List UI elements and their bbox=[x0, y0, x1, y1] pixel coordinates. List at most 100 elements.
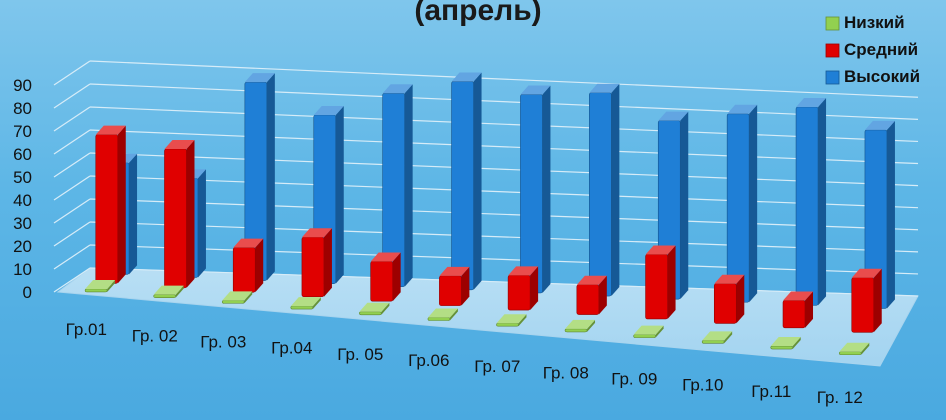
bar-side bbox=[749, 104, 758, 303]
bar-Высокий-9 bbox=[726, 104, 758, 303]
bar-side bbox=[886, 120, 895, 309]
bar-top bbox=[359, 302, 390, 312]
gridline-side bbox=[53, 60, 91, 86]
x-tick-label: Гр.10 bbox=[682, 376, 723, 395]
bar-side bbox=[736, 274, 745, 324]
x-tick-label: Гр. 02 bbox=[132, 326, 178, 345]
bar-side bbox=[587, 319, 596, 332]
y-tick-label: 70 bbox=[13, 122, 32, 141]
bar-Средний-0 bbox=[95, 125, 126, 284]
bar-Средний-4 bbox=[370, 252, 401, 302]
bar-side bbox=[598, 275, 607, 315]
bar-front bbox=[576, 284, 600, 315]
gridline bbox=[89, 83, 919, 120]
bar-Низкий-4 bbox=[359, 302, 390, 316]
bar-top bbox=[520, 85, 551, 95]
gridline bbox=[89, 129, 919, 165]
gridline bbox=[89, 152, 919, 187]
x-tick-label: Гр. 07 bbox=[474, 357, 520, 376]
bar-top bbox=[496, 314, 527, 324]
bar-top bbox=[164, 139, 195, 149]
x-tick-label: Гр.06 bbox=[408, 351, 449, 370]
y-tick-label: 20 bbox=[13, 237, 32, 256]
bar-Средний-9 bbox=[713, 274, 745, 324]
bar-side bbox=[312, 297, 321, 310]
bar-front bbox=[795, 106, 819, 306]
y-tick-label: 0 bbox=[23, 283, 32, 302]
legend-swatch bbox=[825, 16, 840, 31]
y-tick-label: 60 bbox=[13, 145, 32, 164]
bar-top bbox=[702, 331, 733, 341]
bar-Низкий-2 bbox=[221, 291, 253, 304]
bar-side bbox=[255, 238, 264, 293]
bar-top bbox=[301, 228, 332, 238]
bar-front bbox=[507, 275, 531, 311]
bar-front bbox=[645, 254, 668, 320]
bar-side bbox=[117, 125, 126, 284]
bar-front bbox=[770, 345, 794, 350]
gridline-side bbox=[53, 152, 91, 178]
bar-top bbox=[382, 84, 413, 94]
bar-side bbox=[667, 245, 676, 319]
bar-front bbox=[427, 317, 451, 321]
bar-top bbox=[565, 319, 596, 329]
gridline bbox=[89, 244, 919, 275]
legend-label: Высокий bbox=[844, 67, 920, 86]
gridline-side bbox=[53, 175, 91, 201]
legend-swatch bbox=[825, 43, 840, 58]
bar-Средний-2 bbox=[232, 238, 264, 293]
y-tick-label: 30 bbox=[13, 214, 32, 233]
bar-side bbox=[818, 97, 827, 306]
bar-front bbox=[701, 340, 725, 344]
bar-top bbox=[839, 342, 870, 352]
bar-front bbox=[232, 247, 256, 293]
y-tick-label: 40 bbox=[13, 191, 32, 210]
bar-top bbox=[714, 274, 745, 284]
bar-top bbox=[153, 285, 184, 295]
x-tick-label: Гр. 05 bbox=[337, 345, 383, 364]
bar-Средний-3 bbox=[301, 228, 332, 298]
bar-front bbox=[589, 92, 612, 297]
bar-side bbox=[518, 314, 527, 327]
bar-Низкий-8 bbox=[633, 325, 664, 338]
bar-top bbox=[508, 266, 539, 276]
bar-Низкий-11 bbox=[838, 342, 870, 356]
bar-side bbox=[266, 73, 275, 281]
bar-side bbox=[655, 325, 664, 338]
y-tick-label: 80 bbox=[13, 99, 32, 118]
y-tick-label: 50 bbox=[13, 168, 32, 187]
gridline bbox=[89, 221, 919, 253]
bar-side bbox=[244, 291, 253, 304]
bar-Средний-10 bbox=[782, 291, 814, 329]
bar-front bbox=[95, 134, 119, 284]
bar-top bbox=[727, 104, 758, 114]
bar-top bbox=[576, 275, 607, 285]
bar-Низкий-3 bbox=[290, 297, 321, 310]
bar-front bbox=[290, 305, 314, 310]
bar-side bbox=[873, 268, 882, 333]
bar-top bbox=[633, 325, 664, 335]
bar-top bbox=[645, 245, 676, 255]
bar-Высокий-11 bbox=[864, 120, 895, 309]
bar-Низкий-9 bbox=[701, 331, 733, 344]
bar-side bbox=[473, 72, 482, 290]
bar-top bbox=[427, 308, 458, 318]
bar-top bbox=[451, 72, 482, 82]
bar-Высокий-7 bbox=[589, 83, 620, 297]
bar-front bbox=[520, 94, 543, 294]
bar-side bbox=[129, 153, 138, 275]
bar-front bbox=[439, 275, 462, 306]
bar-Высокий-10 bbox=[795, 97, 827, 306]
bar-front bbox=[164, 148, 187, 289]
bar-top bbox=[222, 291, 253, 301]
bar-front bbox=[713, 283, 737, 324]
legend-label: Средний bbox=[844, 40, 918, 59]
bar-Высокий-5 bbox=[451, 72, 482, 291]
bar-front bbox=[370, 261, 393, 302]
bar-side bbox=[861, 342, 870, 355]
bar-top bbox=[851, 268, 882, 278]
legend-swatch bbox=[825, 70, 840, 85]
bar-side bbox=[461, 266, 470, 306]
